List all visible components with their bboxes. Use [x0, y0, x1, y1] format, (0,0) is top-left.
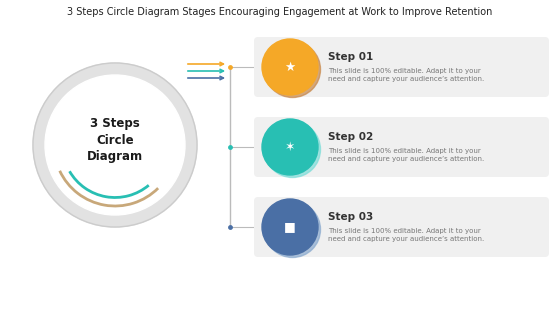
Circle shape: [264, 42, 320, 98]
Text: This slide is 100% editable. Adapt it to your
need and capture your audience’s a: This slide is 100% editable. Adapt it to…: [328, 148, 484, 162]
Text: ■: ■: [284, 220, 296, 233]
FancyBboxPatch shape: [254, 37, 549, 97]
Text: Step 03: Step 03: [328, 212, 374, 222]
Circle shape: [262, 119, 318, 175]
Circle shape: [264, 122, 320, 177]
Circle shape: [262, 39, 318, 95]
Text: 3 Steps Circle Diagram Stages Encouraging Engagement at Work to Improve Retentio: 3 Steps Circle Diagram Stages Encouragin…: [67, 7, 493, 17]
Circle shape: [33, 63, 197, 227]
Circle shape: [262, 199, 318, 255]
Text: This slide is 100% editable. Adapt it to your
need and capture your audience’s a: This slide is 100% editable. Adapt it to…: [328, 228, 484, 242]
Text: This slide is 100% editable. Adapt it to your
need and capture your audience’s a: This slide is 100% editable. Adapt it to…: [328, 68, 484, 82]
Text: Step 02: Step 02: [328, 132, 374, 142]
FancyBboxPatch shape: [254, 197, 549, 257]
Text: Step 01: Step 01: [328, 52, 374, 62]
Text: ★: ★: [284, 60, 296, 73]
Text: ✶: ✶: [284, 140, 295, 153]
FancyBboxPatch shape: [254, 117, 549, 177]
Circle shape: [264, 202, 320, 257]
Circle shape: [45, 75, 185, 215]
Text: 3 Steps
Circle
Diagram: 3 Steps Circle Diagram: [87, 117, 143, 163]
